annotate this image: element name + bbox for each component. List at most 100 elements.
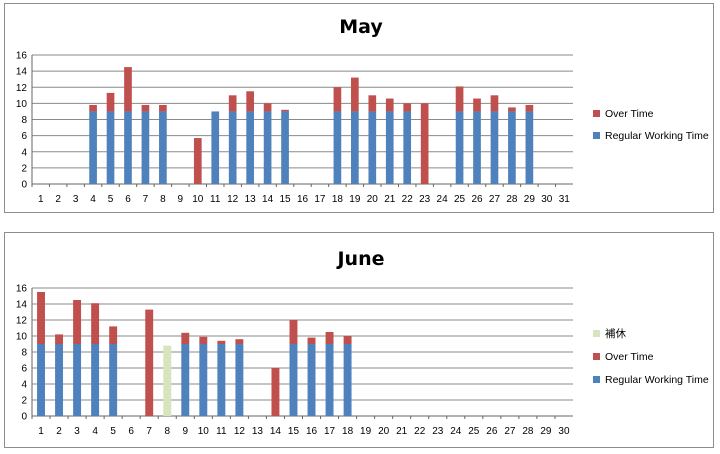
- june-y-tick-label: 0: [21, 412, 27, 423]
- june-bar-regular-1: [37, 344, 45, 416]
- may-bar-regular-25: [455, 111, 464, 184]
- may-bar-regular-15: [281, 111, 289, 184]
- may-bar-overtime-14: [263, 103, 272, 112]
- may-bar-regular-14: [263, 111, 272, 184]
- may-bar-overtime-4: [89, 104, 97, 112]
- june-bar-overtime-17: [325, 332, 334, 344]
- may-bar-overtime-20: [368, 95, 377, 112]
- may-chart-panel: May 0 2 4 6 8 10 12 14 16 1 2 3 4 5 6 7 8 9 10 11 12 13 14 15 16 1…: [4, 3, 714, 213]
- june-bar-overtime-14: [271, 368, 280, 416]
- june-x-tick-label: 8: [164, 426, 170, 437]
- may-bar-overtime-28: [508, 107, 516, 112]
- june-bar-overtime-3: [73, 300, 82, 344]
- may-legend-label: Over Time: [605, 108, 654, 120]
- june-x-tick-label: 6: [128, 426, 134, 437]
- june-x-tick-label: 21: [396, 426, 408, 437]
- june-x-tick-label: 9: [183, 426, 189, 437]
- may-bar-overtime-12: [228, 95, 237, 112]
- may-bar-overtime-27: [490, 95, 499, 112]
- may-x-tick-label: 28: [506, 194, 518, 205]
- may-bar-regular-29: [525, 111, 534, 184]
- may-x-tick-label: 21: [384, 194, 396, 205]
- june-bar-regular-16: [307, 344, 316, 416]
- may-x-tick-label: 5: [108, 194, 114, 205]
- june-bar-overtime-12: [235, 339, 244, 344]
- may-bar-overtime-23: [420, 103, 429, 184]
- june-bar-overtime-9: [181, 332, 190, 344]
- may-x-tick-label: 26: [471, 194, 483, 205]
- may-x-tick-label: 10: [192, 194, 204, 205]
- may-legend-swatch: [593, 110, 600, 117]
- may-x-tick-label: 20: [367, 194, 379, 205]
- june-bar-regular-9: [181, 344, 190, 416]
- june-y-tick-label: 4: [21, 380, 27, 391]
- may-bar-overtime-6: [124, 67, 132, 112]
- may-x-tick-label: 17: [314, 194, 326, 205]
- may-bar-overtime-22: [403, 103, 412, 112]
- may-y-tick-label: 16: [16, 51, 28, 62]
- may-x-tick-label: 1: [38, 194, 44, 205]
- june-x-tick-label: 5: [110, 426, 116, 437]
- may-y-tick-label: 2: [21, 163, 27, 174]
- may-x-tick-label: 6: [125, 194, 131, 205]
- june-chart-panel: June 0 2 4 6 8 10 12 14 16 1 2 3 4 5 6 7 8 9 10 11 12 13 14 15 16…: [4, 232, 714, 448]
- may-bar-overtime-21: [385, 98, 394, 112]
- june-y-tick-label: 12: [16, 316, 28, 327]
- may-x-tick-label: 14: [262, 194, 274, 205]
- may-bar-regular-4: [89, 111, 97, 184]
- june-bar-regular-15: [289, 344, 298, 416]
- june-bar-overtime-4: [91, 303, 100, 344]
- june-x-tick-label: 10: [198, 426, 210, 437]
- may-y-tick-label: 14: [16, 67, 28, 78]
- june-x-tick-label: 22: [414, 426, 426, 437]
- june-x-tick-label: 28: [522, 426, 534, 437]
- may-y-tick-label: 0: [21, 180, 27, 191]
- june-legend-swatch: [593, 330, 600, 337]
- may-bar-overtime-7: [141, 104, 150, 112]
- may-x-tick-label: 3: [73, 194, 79, 205]
- june-bar-overtime-2: [55, 334, 64, 344]
- may-x-tick-label: 27: [489, 194, 501, 205]
- june-bar-regular-4: [91, 344, 100, 416]
- may-y-tick-label: 4: [21, 147, 27, 158]
- june-x-tick-label: 20: [378, 426, 390, 437]
- may-bar-regular-8: [159, 111, 167, 184]
- may-bar-regular-20: [368, 111, 377, 184]
- may-y-tick-label: 10: [16, 99, 28, 110]
- may-bar-overtime-5: [106, 92, 115, 112]
- may-chart-title: May: [339, 16, 383, 38]
- june-x-tick-label: 12: [234, 426, 246, 437]
- may-x-tick-label: 12: [227, 194, 239, 205]
- june-bar-regular-5: [109, 344, 118, 416]
- may-bar-overtime-25: [455, 86, 464, 112]
- june-y-tick-label: 10: [16, 332, 28, 343]
- june-x-tick-label: 13: [252, 426, 264, 437]
- june-bar-overtime-10: [199, 336, 208, 344]
- june-legend-swatch: [593, 376, 600, 383]
- may-x-tick-label: 25: [454, 194, 466, 205]
- june-bar-overtime-11: [217, 340, 226, 344]
- may-x-tick-label: 11: [210, 194, 221, 205]
- june-y-tick-label: 6: [21, 364, 27, 375]
- may-bar-overtime-8: [159, 104, 167, 112]
- may-bar-overtime-19: [351, 77, 359, 112]
- may-x-tick-label: 19: [349, 194, 361, 205]
- may-x-tick-label: 22: [402, 194, 414, 205]
- may-x-tick-label: 16: [297, 194, 309, 205]
- may-x-tick-label: 8: [160, 194, 166, 205]
- may-bar-regular-6: [124, 111, 132, 184]
- june-chart-title: June: [335, 248, 384, 270]
- june-x-tick-label: 14: [270, 426, 282, 437]
- may-y-tick-label: 6: [21, 131, 27, 142]
- june-bar-regular-10: [199, 344, 208, 416]
- may-x-tick-label: 18: [332, 194, 344, 205]
- june-bar-overtime-16: [307, 337, 316, 344]
- june-bar-regular-3: [73, 344, 82, 416]
- june-x-tick-label: 29: [540, 426, 552, 437]
- june-legend-label: 補休: [605, 327, 626, 340]
- june-x-tick-label: 7: [146, 426, 152, 437]
- may-x-tick-label: 31: [559, 194, 571, 205]
- june-y-tick-label: 8: [21, 348, 27, 359]
